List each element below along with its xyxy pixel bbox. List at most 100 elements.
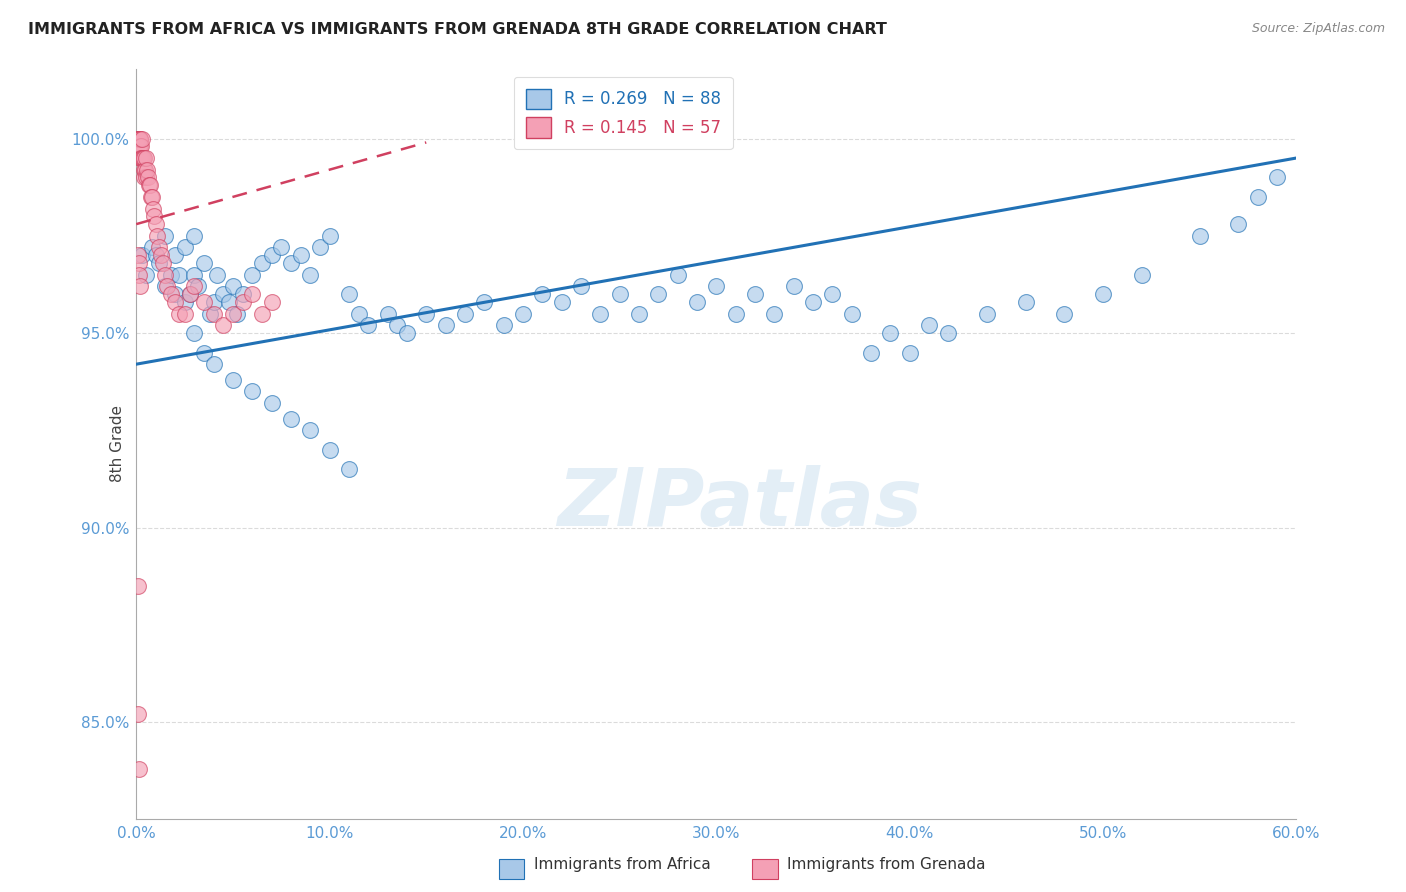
Point: [193, 295, 215, 310]
Point: [128, 131, 150, 145]
Point: [686, 295, 709, 310]
Point: [879, 326, 901, 340]
Point: [222, 307, 245, 321]
Point: [704, 279, 727, 293]
Text: IMMIGRANTS FROM AFRICA VS IMMIGRANTS FROM GRENADA 8TH GRADE CORRELATION CHART: IMMIGRANTS FROM AFRICA VS IMMIGRANTS FRO…: [28, 22, 887, 37]
Point: [183, 326, 205, 340]
Point: [127, 131, 149, 145]
Point: [841, 307, 863, 321]
Point: [131, 248, 153, 262]
Point: [212, 318, 235, 333]
Point: [128, 131, 150, 145]
Point: [153, 268, 176, 282]
Point: [1265, 170, 1288, 185]
Point: [232, 287, 254, 301]
Point: [202, 357, 225, 371]
Point: [183, 228, 205, 243]
Point: [135, 268, 157, 282]
Point: [647, 287, 669, 301]
Point: [260, 396, 283, 410]
Point: [1053, 307, 1076, 321]
Point: [434, 318, 457, 333]
Point: [128, 268, 150, 282]
Point: [280, 256, 302, 270]
Point: [821, 287, 844, 301]
Point: [150, 248, 173, 262]
Point: [225, 307, 247, 321]
Point: [454, 307, 477, 321]
Point: [240, 268, 263, 282]
Point: [183, 279, 205, 293]
Point: [309, 240, 332, 254]
Point: [152, 256, 174, 270]
Point: [387, 318, 409, 333]
Point: [145, 248, 167, 262]
Point: [250, 307, 273, 321]
Point: [179, 287, 201, 301]
Point: [202, 295, 225, 310]
Point: [222, 373, 245, 387]
Point: [153, 279, 176, 293]
Legend: R = 0.269   N = 88, R = 0.145   N = 57: R = 0.269 N = 88, R = 0.145 N = 57: [515, 77, 733, 149]
Point: [212, 287, 235, 301]
Point: [135, 162, 157, 177]
Point: [337, 462, 360, 476]
Point: [134, 162, 156, 177]
Point: [135, 170, 157, 185]
Point: [127, 248, 149, 262]
Point: [260, 295, 283, 310]
Point: [377, 307, 399, 321]
Point: [129, 131, 152, 145]
Point: [167, 307, 190, 321]
Point: [395, 326, 418, 340]
Point: [129, 151, 152, 165]
Point: [1092, 287, 1115, 301]
Point: [132, 162, 155, 177]
Point: [179, 287, 201, 301]
Point: [129, 279, 152, 293]
Point: [173, 295, 195, 310]
Point: [318, 228, 340, 243]
Text: Immigrants from Africa: Immigrants from Africa: [534, 857, 711, 872]
Point: [898, 345, 921, 359]
Point: [609, 287, 631, 301]
Point: [142, 210, 165, 224]
Point: [415, 307, 437, 321]
Point: [801, 295, 824, 310]
Point: [142, 202, 165, 216]
Point: [763, 307, 786, 321]
Point: [240, 287, 263, 301]
Point: [129, 139, 152, 153]
Point: [260, 248, 283, 262]
Point: [357, 318, 380, 333]
Point: [318, 442, 340, 457]
Point: [128, 131, 150, 145]
Point: [299, 268, 322, 282]
Point: [127, 707, 149, 722]
Point: [136, 170, 159, 185]
Point: [131, 131, 153, 145]
Point: [129, 151, 152, 165]
Point: [512, 307, 534, 321]
Point: [138, 178, 160, 193]
Point: [1130, 268, 1153, 282]
Point: [132, 151, 155, 165]
Point: [135, 151, 157, 165]
Point: [128, 139, 150, 153]
Point: [198, 307, 221, 321]
Point: [290, 248, 312, 262]
Point: [918, 318, 941, 333]
Point: [127, 579, 149, 593]
Point: [250, 256, 273, 270]
Point: [666, 268, 689, 282]
Point: [280, 411, 302, 425]
Point: [207, 268, 229, 282]
Point: [531, 287, 554, 301]
Point: [145, 217, 167, 231]
Point: [173, 240, 195, 254]
Point: [744, 287, 766, 301]
Point: [550, 295, 572, 310]
Point: [782, 279, 804, 293]
Point: [492, 318, 515, 333]
Point: [202, 307, 225, 321]
